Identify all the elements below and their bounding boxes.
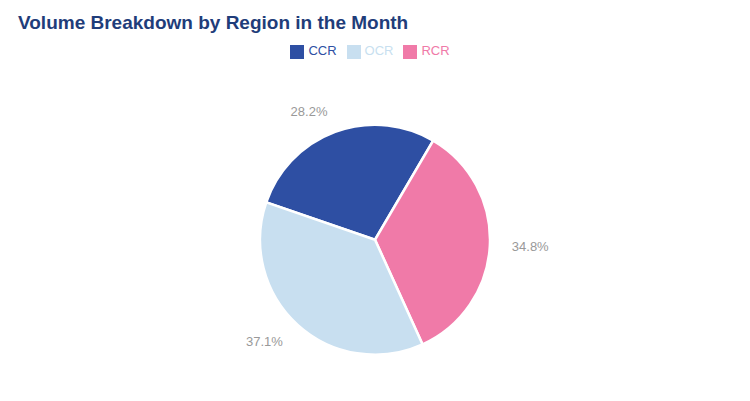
svg-text:28.2%: 28.2% (291, 104, 328, 119)
html-text:OCR: OCR (364, 43, 394, 58)
svg-text:34.8%: 34.8% (512, 239, 549, 254)
html-text:CCR: CCR (308, 43, 337, 58)
html-text:RCR: RCR (421, 43, 450, 58)
html-text:Volume Breakdown by Region in: Volume Breakdown by Region in the Month (18, 12, 409, 33)
svg-text:37.1%: 37.1% (246, 334, 283, 349)
